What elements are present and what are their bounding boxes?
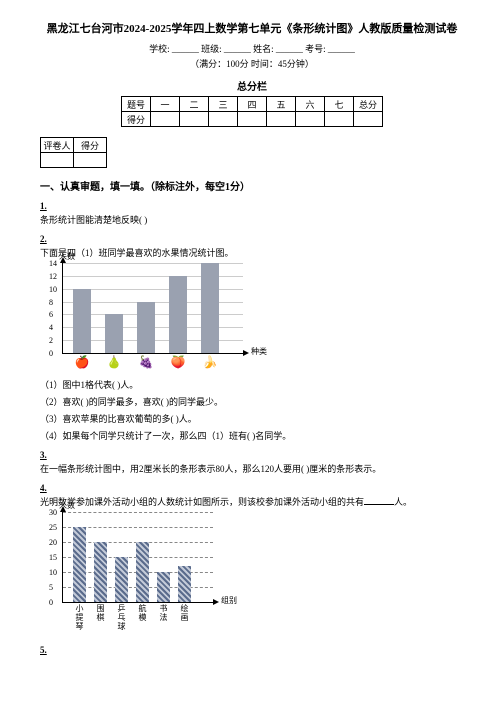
bar <box>178 566 191 602</box>
q2-sub4: （4）如果每个同学只统计了一次，那么四（1）班有( )名同学。 <box>40 429 464 442</box>
x-tick-label: 乒乓球 <box>113 604 130 631</box>
q4-text: 光明数学参加课外活动小组的人数统计如图所示，则该校参加课外活动小组的共有 人。 <box>40 495 464 508</box>
cell <box>354 112 383 127</box>
bar <box>73 289 91 353</box>
y-tick-label: 0 <box>49 598 53 607</box>
bar <box>201 263 219 353</box>
bar <box>73 527 86 602</box>
q2-chart: 人数种类02468101214🍎🍐🍇🍑🍌 <box>44 263 464 374</box>
y-tick-label: 14 <box>49 259 57 268</box>
cell <box>74 153 107 168</box>
cell <box>238 112 267 127</box>
exam-title: 黑龙江七台河市2024-2025学年四上数学第七单元《条形统计图》人教版质量检测… <box>40 20 464 36</box>
cell: 三 <box>209 97 238 112</box>
cell: 题号 <box>122 97 151 112</box>
exam-meta: （满分：100分 时间：45分钟） <box>40 57 464 70</box>
q5-num: 5. <box>40 645 464 655</box>
banana-icon: 🍌 <box>201 355 219 370</box>
cell: 得分 <box>122 112 151 127</box>
bar <box>94 542 107 602</box>
x-tick-label: 绘画 <box>176 604 193 622</box>
y-tick-label: 4 <box>49 323 53 332</box>
bar <box>137 302 155 353</box>
score-table: 题号 一 二 三 四 五 六 七 总分 得分 <box>121 96 383 127</box>
q2-sub3: （3）喜欢苹果的比喜欢葡萄的多( )人。 <box>40 412 464 425</box>
y-axis-label: 人数 <box>59 500 75 511</box>
cell: 六 <box>296 97 325 112</box>
y-tick-label: 20 <box>49 538 57 547</box>
y-tick-label: 30 <box>49 508 57 517</box>
y-tick-label: 8 <box>49 298 53 307</box>
x-tick-label: 围棋 <box>92 604 109 622</box>
other-icon: 🍑 <box>169 355 187 370</box>
bar <box>169 276 187 353</box>
q4-chart: 人数组别051015202530小提琴围棋乒乓球航模书法绘画 <box>44 512 464 637</box>
y-tick-label: 6 <box>49 310 53 319</box>
table-row: 题号 一 二 三 四 五 六 七 总分 <box>122 97 383 112</box>
y-tick-label: 0 <box>49 349 53 358</box>
bar <box>105 314 123 353</box>
grape-icon: 🍇 <box>137 355 155 370</box>
cell: 二 <box>180 97 209 112</box>
cell <box>41 153 74 168</box>
pear-icon: 🍐 <box>105 355 123 370</box>
q4-text-b: 人。 <box>394 497 412 507</box>
cell <box>325 112 354 127</box>
y-tick-label: 12 <box>49 272 57 281</box>
y-tick-label: 10 <box>49 568 57 577</box>
apple-icon: 🍎 <box>73 355 91 370</box>
cell: 一 <box>151 97 180 112</box>
cell <box>180 112 209 127</box>
q4-num: 4. <box>40 483 464 493</box>
section-1-head: 一、认真审题，填一填。（除标注外，每空1分） <box>40 178 464 193</box>
x-axis-label: 组别 <box>221 595 237 606</box>
x-tick-label: 航模 <box>134 604 151 622</box>
q4-text-a: 光明数学参加课外活动小组的人数统计如图所示，则该校参加课外活动小组的共有 <box>40 497 364 507</box>
y-tick-label: 5 <box>49 583 53 592</box>
cell: 五 <box>267 97 296 112</box>
q2-num: 2. <box>40 234 464 244</box>
q2-sub2: （2）喜欢( )的同学最多，喜欢( )的同学最少。 <box>40 395 464 408</box>
cell <box>267 112 296 127</box>
q1-text: 条形统计图能清楚地反映( ) <box>40 213 464 226</box>
bar <box>157 572 170 602</box>
cell <box>151 112 180 127</box>
cell <box>296 112 325 127</box>
cell: 七 <box>325 97 354 112</box>
q1-num: 1. <box>40 201 464 211</box>
y-tick-label: 10 <box>49 285 57 294</box>
student-info-line: 学校: ______ 班级: ______ 姓名: ______ 考号: ___… <box>40 42 464 55</box>
cell: 得分 <box>74 138 107 153</box>
table-row: 得分 <box>122 112 383 127</box>
y-axis-label: 人数 <box>59 251 75 262</box>
cell: 总分 <box>354 97 383 112</box>
bar <box>115 557 128 602</box>
x-tick-label: 小提琴 <box>71 604 88 631</box>
q3-text: 在一幅条形统计图中，用2厘米长的条形表示80人，那么120人要用( )厘米的条形… <box>40 462 464 475</box>
y-tick-label: 2 <box>49 336 53 345</box>
bar <box>136 542 149 602</box>
x-tick-label: 书法 <box>155 604 172 622</box>
x-axis-label: 种类 <box>251 346 267 357</box>
score-table-title: 总分栏 <box>40 78 464 93</box>
cell <box>209 112 238 127</box>
cell: 评卷人 <box>41 138 74 153</box>
grader-table: 评卷人 得分 <box>40 137 107 168</box>
q2-text: 下面是四（1）班同学最喜欢的水果情况统计图。 <box>40 246 464 259</box>
q2-sub1: （1）图中1格代表( )人。 <box>40 378 464 391</box>
y-tick-label: 15 <box>49 553 57 562</box>
fill-blank <box>364 495 394 505</box>
cell: 四 <box>238 97 267 112</box>
y-tick-label: 25 <box>49 523 57 532</box>
q3-num: 3. <box>40 450 464 460</box>
